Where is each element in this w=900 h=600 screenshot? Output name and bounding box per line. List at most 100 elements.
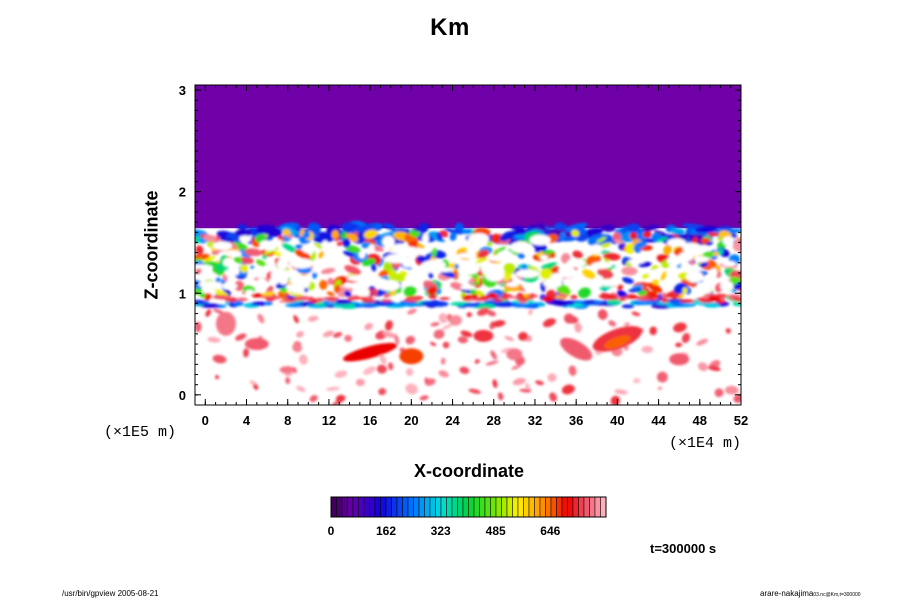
field-patch (307, 222, 322, 234)
field-patch (511, 303, 528, 308)
field-patch (679, 299, 696, 303)
field-patch (215, 277, 221, 283)
field-patch (490, 350, 497, 360)
field-patch (205, 309, 212, 317)
field-patch (341, 231, 348, 240)
field-patch (733, 298, 741, 302)
field-gap (515, 269, 540, 278)
field-patch (518, 331, 528, 341)
field-patch (449, 232, 457, 241)
colorbar-cell (561, 496, 568, 518)
field-patch (433, 237, 446, 242)
field-patch (378, 388, 387, 396)
colorbar: 0 162 323 485 646 (328, 496, 607, 538)
y-tick-label: 3 (179, 83, 186, 98)
chart-title: Km (430, 14, 470, 41)
x-tick-label: 36 (569, 413, 583, 428)
field-patch (656, 371, 668, 383)
field-patch (540, 268, 553, 280)
field-patch (293, 295, 311, 301)
field-patch (454, 222, 464, 233)
field-patch (568, 365, 577, 376)
field-patch (344, 334, 352, 342)
field-patch (612, 232, 622, 242)
plot-frame (194, 84, 742, 406)
field-patch (663, 294, 674, 298)
colorbar-cell (451, 496, 458, 518)
field-patch (343, 290, 352, 298)
field-patch (488, 292, 496, 298)
field-patch (600, 224, 616, 232)
field-patch (243, 348, 249, 358)
field-patch (428, 294, 438, 299)
field-patch (439, 297, 450, 300)
footer-author: arare-nakajima03.nc@Km,t=300000 (760, 589, 861, 598)
field-patch (689, 258, 695, 266)
colorbar-cell (600, 496, 607, 518)
field-gap (506, 282, 519, 288)
field-patch (433, 329, 445, 339)
field-patch (320, 268, 336, 274)
x-axis-ticks: 0 4 8 12 16 20 24 28 32 36 40 44 48 52 (202, 85, 748, 428)
field-patch (199, 292, 206, 298)
field-patch (322, 330, 334, 338)
field-patch (506, 348, 523, 361)
colorbar-cell (534, 496, 541, 518)
field-patch (733, 394, 741, 403)
field-patch (303, 231, 311, 239)
field-patch (601, 292, 618, 299)
heatmap-field (195, 85, 741, 405)
field-patch (343, 342, 398, 362)
x-tick-label: 16 (363, 413, 377, 428)
field-patch (406, 368, 414, 377)
field-patch (436, 288, 442, 294)
field-gap (694, 285, 702, 297)
colorbar-tick-label: 485 (486, 524, 506, 538)
field-patch (511, 364, 522, 370)
field-patch (519, 388, 532, 393)
field-patch (634, 241, 647, 249)
colorbar-cell (418, 496, 425, 518)
field-patch (466, 312, 473, 318)
field-patch (335, 394, 346, 402)
field-patch (571, 229, 580, 237)
field-patch (614, 389, 628, 395)
field-patch (204, 290, 212, 301)
field-patch (597, 268, 614, 279)
x-axis-label: X-coordinate (413, 461, 525, 481)
field-patch (669, 227, 685, 235)
field-patch (240, 256, 254, 264)
field-gap (681, 242, 701, 250)
field-patch (650, 265, 659, 271)
field-patch (370, 262, 377, 272)
field-patch (273, 251, 282, 257)
field-patch (491, 233, 501, 244)
colorbar-cell (446, 496, 453, 518)
field-patch (621, 304, 635, 309)
field-patch (619, 296, 631, 299)
field-patch (486, 310, 497, 317)
colorbar-cell (484, 496, 491, 518)
colorbar-cell (429, 496, 436, 518)
field-gap (371, 278, 388, 287)
field-gap (262, 244, 276, 251)
field-patch (319, 279, 328, 290)
field-patch (387, 362, 394, 371)
field-patch (214, 374, 220, 380)
colorbar-cell (391, 496, 398, 518)
field-patch (477, 249, 489, 259)
field-patch (529, 293, 536, 298)
field-patch (364, 322, 373, 331)
field-patch (235, 229, 252, 237)
field-patch (212, 354, 227, 364)
field-patch (617, 290, 628, 299)
field-patch (346, 233, 359, 242)
field-patch (613, 239, 625, 244)
field-gap (421, 259, 446, 270)
field-patch (416, 255, 428, 264)
field-patch (380, 299, 393, 303)
field-patch (625, 322, 630, 327)
y-tick-label: 0 (179, 388, 186, 403)
colorbar-cell (501, 496, 508, 518)
field-patch (724, 385, 739, 395)
